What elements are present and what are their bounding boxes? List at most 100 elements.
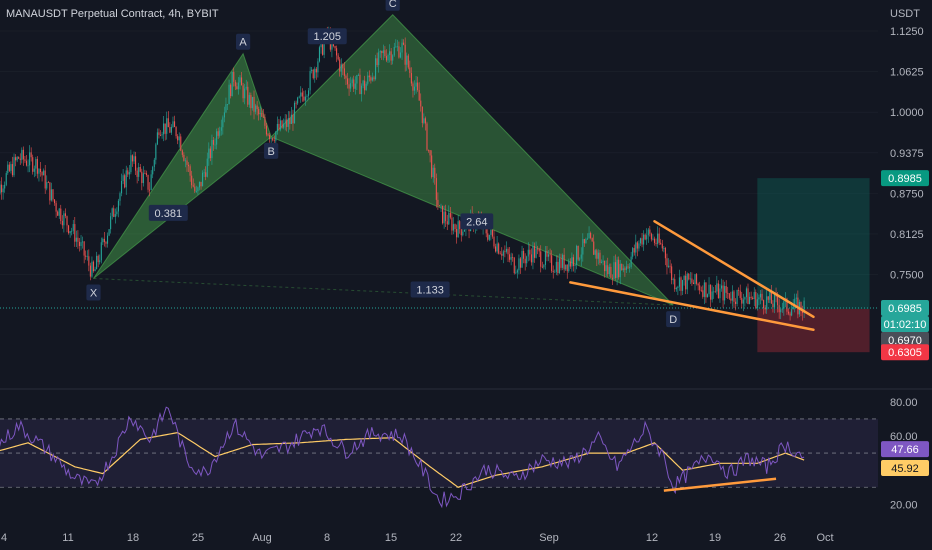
candle-body (343, 68, 345, 76)
candle-body (487, 233, 489, 240)
candle-body (103, 238, 105, 243)
candle-body (25, 160, 28, 166)
rsi-trendline[interactable] (663, 477, 777, 492)
candle-body (417, 82, 419, 90)
time-tick-label: 8 (324, 532, 330, 544)
candle-body (370, 77, 372, 81)
candle-body (138, 166, 140, 177)
candle-body (493, 236, 495, 247)
candle-body (205, 172, 207, 177)
candle-body (234, 81, 236, 87)
price-tick-label: 1.1250 (890, 26, 924, 38)
candle-body (114, 214, 116, 217)
candle-body (357, 74, 359, 76)
candle-body (731, 291, 733, 301)
point-label-d-bg (666, 311, 681, 328)
candle-body (689, 278, 691, 280)
candle-body (658, 233, 660, 243)
candle-body (789, 313, 791, 316)
candle-body (256, 105, 258, 110)
candle-body (272, 138, 274, 141)
candle-body (457, 221, 459, 238)
candle-body (339, 59, 341, 72)
candle-body (533, 246, 536, 258)
rsi-pane[interactable] (0, 388, 932, 509)
candle-body (432, 167, 434, 178)
candle-body (202, 172, 204, 187)
candle-body (212, 140, 215, 145)
candle-body (519, 258, 522, 268)
candle-body (747, 288, 749, 304)
candle-body (459, 221, 461, 229)
candle-body (359, 74, 361, 95)
candle-body (128, 172, 130, 175)
price-axis[interactable]: USDT 1.1250 1.0625 1.0000 0.9375 0.8750 0.812… (881, 8, 929, 511)
time-axis[interactable]: 4 11 18 25 Aug 8 15 22 Sep 12 19 26 Oct (1, 532, 834, 544)
ratio-label-bg (307, 28, 347, 45)
candle-body (188, 164, 190, 167)
candle-body (35, 158, 37, 169)
candle-body (657, 233, 659, 244)
candle-body (172, 121, 174, 127)
candle-body (371, 77, 373, 81)
candle-body (239, 77, 241, 83)
candle-body (88, 256, 90, 266)
candle-body (89, 265, 91, 277)
candle-body (130, 155, 132, 173)
candle-body (650, 233, 652, 240)
candle-body (253, 96, 255, 112)
candle-body (633, 248, 635, 253)
candle-body (624, 268, 626, 270)
rsi-tick-label: 20.00 (890, 499, 918, 511)
candle-body (163, 123, 165, 135)
candle-body (304, 96, 306, 101)
candle-body (5, 173, 7, 185)
candle-body (206, 158, 208, 177)
chart-title: MANAUSDT Perpetual Contract, 4h, BYBIT (6, 8, 219, 20)
candle-body (4, 184, 6, 189)
candle-body (72, 224, 74, 231)
candle-body (102, 238, 104, 243)
candle-body (730, 298, 732, 301)
candle-body (610, 266, 612, 278)
candle-body (663, 248, 665, 249)
candle-body (540, 251, 542, 267)
candle-body (437, 199, 439, 206)
ratio-label: 2.64 (466, 216, 487, 228)
candle-body (434, 167, 436, 179)
candle-body (714, 291, 716, 293)
candle-body (393, 46, 395, 56)
candle-body (27, 165, 29, 167)
candle-body (283, 123, 285, 128)
candle-body (208, 148, 210, 159)
price-tick-label: 0.7500 (890, 270, 924, 282)
candle-body (566, 264, 568, 272)
candle-body (237, 82, 239, 90)
candle-body (195, 191, 197, 192)
candle-body (275, 131, 277, 141)
candle-body (113, 208, 115, 217)
candle-body (639, 238, 642, 244)
candle-body (490, 230, 492, 235)
candle-body (97, 255, 99, 263)
candle-body (443, 211, 445, 224)
candle-body (682, 280, 684, 291)
candle-body (527, 249, 529, 257)
candle-body (586, 238, 589, 240)
candle-body (133, 156, 135, 162)
candle-body (230, 84, 232, 97)
trendlines[interactable] (569, 220, 815, 332)
grid (0, 30, 878, 275)
candle-body (364, 80, 366, 91)
candle-body (287, 118, 289, 127)
candle-body (756, 299, 758, 308)
candle-body (251, 96, 253, 109)
candle-body (38, 168, 40, 174)
candle-body (750, 296, 752, 298)
candle-body (351, 79, 353, 84)
candle-body (700, 290, 702, 292)
long-position-tool[interactable] (757, 178, 870, 353)
candle-body (565, 264, 567, 270)
candle-body (7, 164, 9, 174)
